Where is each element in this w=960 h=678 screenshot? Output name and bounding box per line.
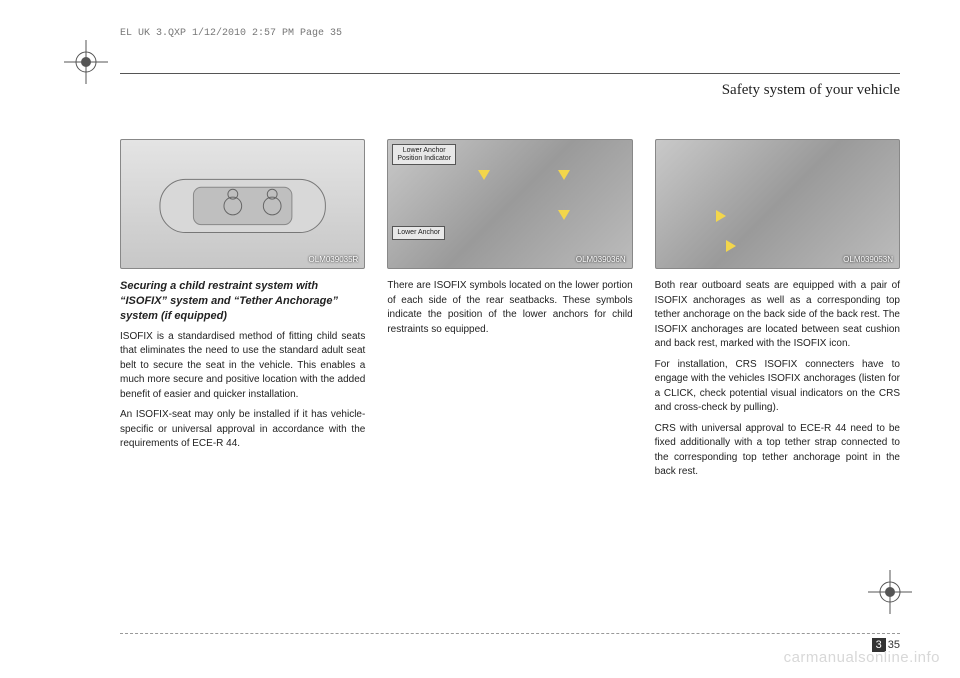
registration-mark-icon [64,40,108,84]
page: EL UK 3.QXP 1/12/2010 2:57 PM Page 35 Sa… [0,0,960,678]
figure-vehicle-top-view: OLM039035R [120,139,365,269]
paragraph: For installation, CRS ISOFIX connecters … [655,358,900,416]
arrow-down-icon [478,170,490,180]
section-title: Safety system of your vehicle [120,82,900,99]
arrow-right-icon [716,210,726,222]
footer: 335 [120,633,900,634]
arrow-right-icon [726,240,736,252]
figure-isofix-seat: OLM039053N [655,139,900,269]
figure-lower-anchor: Lower Anchor Position Indicator Lower An… [387,139,632,269]
figure-code: OLM039035R [309,255,359,264]
top-rule [120,73,900,74]
callout-label: Lower Anchor [392,226,445,240]
bottom-rule [120,633,900,634]
arrow-down-icon [558,170,570,180]
column-middle: Lower Anchor Position Indicator Lower An… [387,139,632,486]
content-columns: OLM039035R Securing a child restraint sy… [120,139,900,486]
car-top-icon [121,140,364,268]
subheading: Securing a child restraint system with “… [120,279,365,324]
column-left: OLM039035R Securing a child restraint sy… [120,139,365,486]
registration-mark-icon [868,570,912,614]
callout-label: Lower Anchor Position Indicator [392,144,456,165]
paragraph: There are ISOFIX symbols located on the … [387,279,632,337]
arrow-down-icon [558,210,570,220]
figure-code: OLM039053N [843,255,893,264]
watermark: carmanualsonline.info [784,649,940,666]
paragraph: Both rear outboard seats are equipped wi… [655,279,900,352]
paragraph: An ISOFIX-seat may only be installed if … [120,408,365,452]
paragraph: ISOFIX is a standardised method of fitti… [120,330,365,403]
paragraph: CRS with universal approval to ECE-R 44 … [655,422,900,480]
print-header: EL UK 3.QXP 1/12/2010 2:57 PM Page 35 [120,28,900,39]
column-right: OLM039053N Both rear outboard seats are … [655,139,900,486]
figure-code: OLM039036N [576,255,626,264]
